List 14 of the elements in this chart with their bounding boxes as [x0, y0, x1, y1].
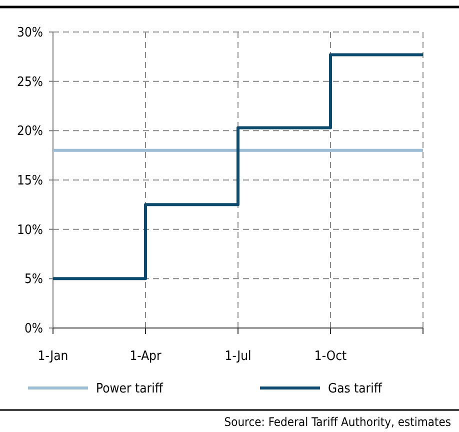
y-tick-label: 20% [17, 124, 43, 140]
legend-label: Power tariff [96, 382, 164, 397]
y-tick-label: 25% [17, 74, 43, 90]
x-tick-label: 1-Apr [130, 349, 162, 364]
x-tick-label: 1-Oct [314, 349, 348, 364]
y-tick-label: 30% [17, 26, 43, 41]
source-note: Source: Federal Tariff Authority, estimates [224, 415, 452, 429]
legend-label: Gas tariff [328, 382, 383, 397]
y-tick-label: 0% [24, 322, 43, 337]
y-tick-label: 5% [24, 272, 43, 288]
y-tick-label: 15% [17, 174, 43, 189]
y-tick-label: 10% [17, 222, 43, 238]
x-tick-label: 1-Jul [224, 349, 252, 364]
x-tick-label: 1-Jan [38, 349, 68, 364]
